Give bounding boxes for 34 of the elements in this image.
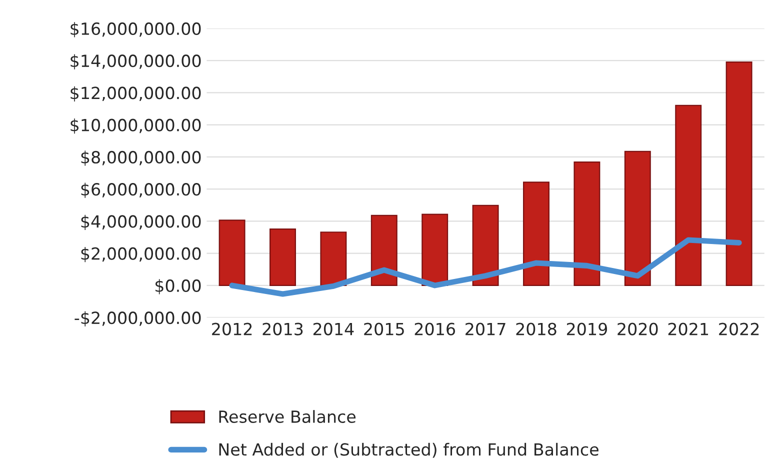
bar — [270, 228, 296, 286]
x-tick-label: 2012 — [212, 322, 252, 336]
x-tick-label: 2013 — [262, 322, 303, 336]
x-tick-label: 2015 — [364, 322, 404, 336]
bar — [726, 61, 752, 286]
y-tick-label: $4,000,000.00 — [81, 214, 201, 230]
bar — [370, 214, 398, 286]
bar — [320, 232, 347, 286]
bar — [574, 162, 600, 286]
bar — [218, 220, 246, 286]
y-tick-label: $14,000,000.00 — [70, 54, 201, 70]
x-tick-label: 2021 — [668, 322, 708, 336]
x-tick-label: 2019 — [566, 322, 607, 336]
bar — [472, 204, 499, 286]
bar — [675, 104, 702, 286]
x-tick-label: 2014 — [313, 322, 354, 336]
bar — [523, 182, 550, 286]
y-tick-label: -$2,000,000.00 — [74, 311, 201, 326]
y-tick-label: $2,000,000.00 — [81, 246, 201, 262]
y-tick-label: $8,000,000.00 — [81, 150, 201, 166]
legend-label: Reserve Balance — [219, 410, 356, 423]
bar — [422, 214, 448, 286]
x-tick-label: 2020 — [618, 322, 658, 336]
x-tick-label: 2022 — [719, 322, 759, 336]
y-tick-label: $16,000,000.00 — [70, 22, 201, 38]
x-tick-label: 2017 — [466, 322, 506, 336]
x-tick-label: 2018 — [516, 322, 556, 336]
legend-label: Net Added or (Subtracted) from Fund Balance — [219, 442, 598, 458]
bar — [624, 150, 651, 286]
y-tick-label: $0.00 — [156, 279, 201, 294]
y-tick-label: $6,000,000.00 — [81, 182, 201, 198]
y-tick-label: $12,000,000.00 — [70, 86, 201, 102]
y-tick-label: $10,000,000.00 — [70, 118, 201, 134]
x-tick-label: 2016 — [414, 322, 456, 336]
